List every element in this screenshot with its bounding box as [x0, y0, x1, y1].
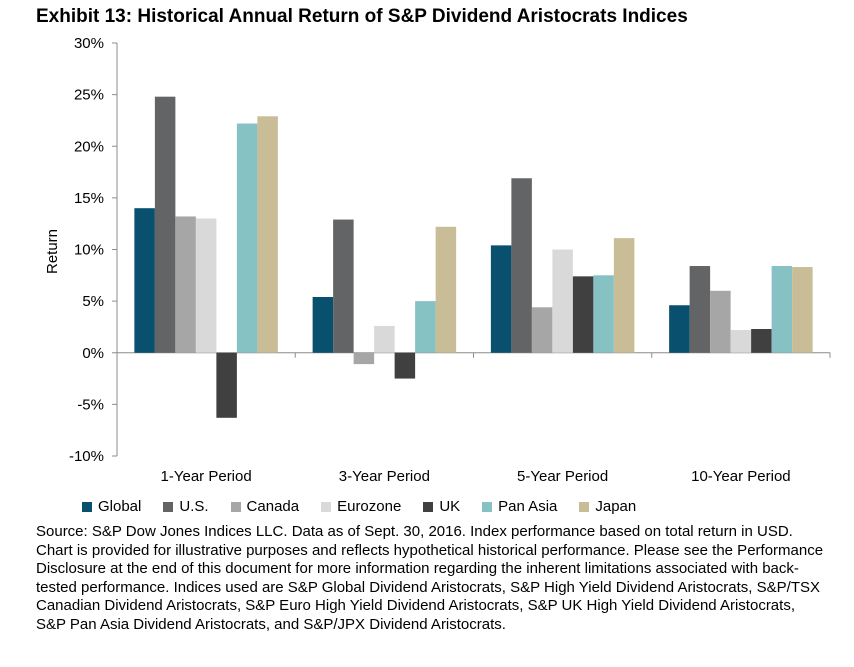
- bar-uk: [216, 352, 237, 418]
- legend: Global U.S. Canada Eurozone UK Pan Asia Japan: [82, 498, 658, 515]
- source-note: Source: S&P Dow Jones Indices LLC. Data …: [36, 523, 824, 633]
- bar-canada: [175, 216, 196, 353]
- legend-swatch: [82, 501, 92, 512]
- bar-global: [134, 208, 155, 353]
- legend-label: Global: [98, 498, 142, 515]
- bar-eurozone: [195, 218, 217, 353]
- legend-item: Canada: [230, 498, 300, 515]
- legend-item: Japan: [579, 498, 636, 515]
- bar-u-s-: [333, 219, 354, 353]
- bar-pan-asia: [771, 266, 793, 353]
- x-category-label: 3-Year Period: [339, 468, 430, 485]
- legend-label: Eurozone: [337, 498, 402, 515]
- bar-uk: [394, 352, 416, 379]
- legend-item: Global: [82, 498, 141, 515]
- bar-japan: [792, 267, 813, 353]
- bar-canada: [710, 290, 731, 353]
- legend-item: UK: [423, 498, 460, 515]
- x-category-label: 10-Year Period: [691, 468, 791, 485]
- legend-swatch: [321, 501, 332, 512]
- legend-swatch: [163, 501, 174, 512]
- x-category-label: 5-Year Period: [517, 468, 608, 485]
- x-category-label: 1-Year Period: [161, 468, 252, 485]
- y-tick-label: -10%: [69, 448, 104, 465]
- bar-eurozone: [552, 249, 573, 353]
- y-tick-label: 25%: [74, 87, 104, 104]
- bar-canada: [353, 352, 375, 365]
- bar-pan-asia: [415, 301, 436, 353]
- bar-japan: [613, 238, 635, 353]
- y-tick-label: 20%: [74, 138, 104, 155]
- legend-item: U.S.: [163, 498, 209, 515]
- legend-label: Japan: [595, 498, 637, 515]
- bar-eurozone: [374, 325, 395, 353]
- legend-swatch: [423, 501, 434, 512]
- legend-label: UK: [439, 498, 461, 515]
- legend-swatch: [230, 501, 241, 512]
- legend-item: Eurozone: [321, 498, 401, 515]
- y-tick-label: 15%: [74, 190, 104, 207]
- legend-swatch: [579, 501, 590, 512]
- bar-chart: -10% -5% 0% 5% 10% 15% 20% 25% 30% Return 1-Year P…: [44, 35, 831, 485]
- bar-global: [312, 296, 334, 353]
- legend-item: Pan Asia: [482, 498, 557, 515]
- bar-global: [669, 305, 690, 353]
- y-tick-label: -5%: [77, 396, 104, 413]
- y-tick-label: 10%: [74, 242, 104, 259]
- legend-swatch: [482, 501, 493, 512]
- bar-uk: [572, 276, 594, 353]
- bar-eurozone: [730, 330, 752, 353]
- y-tick-label: 5%: [82, 293, 104, 310]
- bar-uk: [751, 329, 772, 353]
- legend-label: Canada: [246, 498, 300, 515]
- bar-canada: [531, 307, 553, 353]
- bar-pan-asia: [236, 123, 258, 353]
- y-axis-title: Return: [44, 229, 61, 274]
- legend-label: U.S.: [179, 498, 209, 515]
- legend-label: Pan Asia: [498, 498, 558, 515]
- bar-pan-asia: [593, 275, 614, 353]
- bar-japan: [257, 116, 278, 353]
- bar-u-s-: [689, 266, 711, 353]
- bar-u-s-: [154, 96, 176, 353]
- bar-japan: [435, 226, 457, 353]
- chart-title: Exhibit 13: Historical Annual Return of …: [36, 6, 688, 27]
- y-tick-label: 30%: [74, 35, 104, 52]
- y-tick-label: 0%: [82, 345, 104, 362]
- bar-global: [490, 245, 512, 353]
- bar-u-s-: [511, 178, 532, 353]
